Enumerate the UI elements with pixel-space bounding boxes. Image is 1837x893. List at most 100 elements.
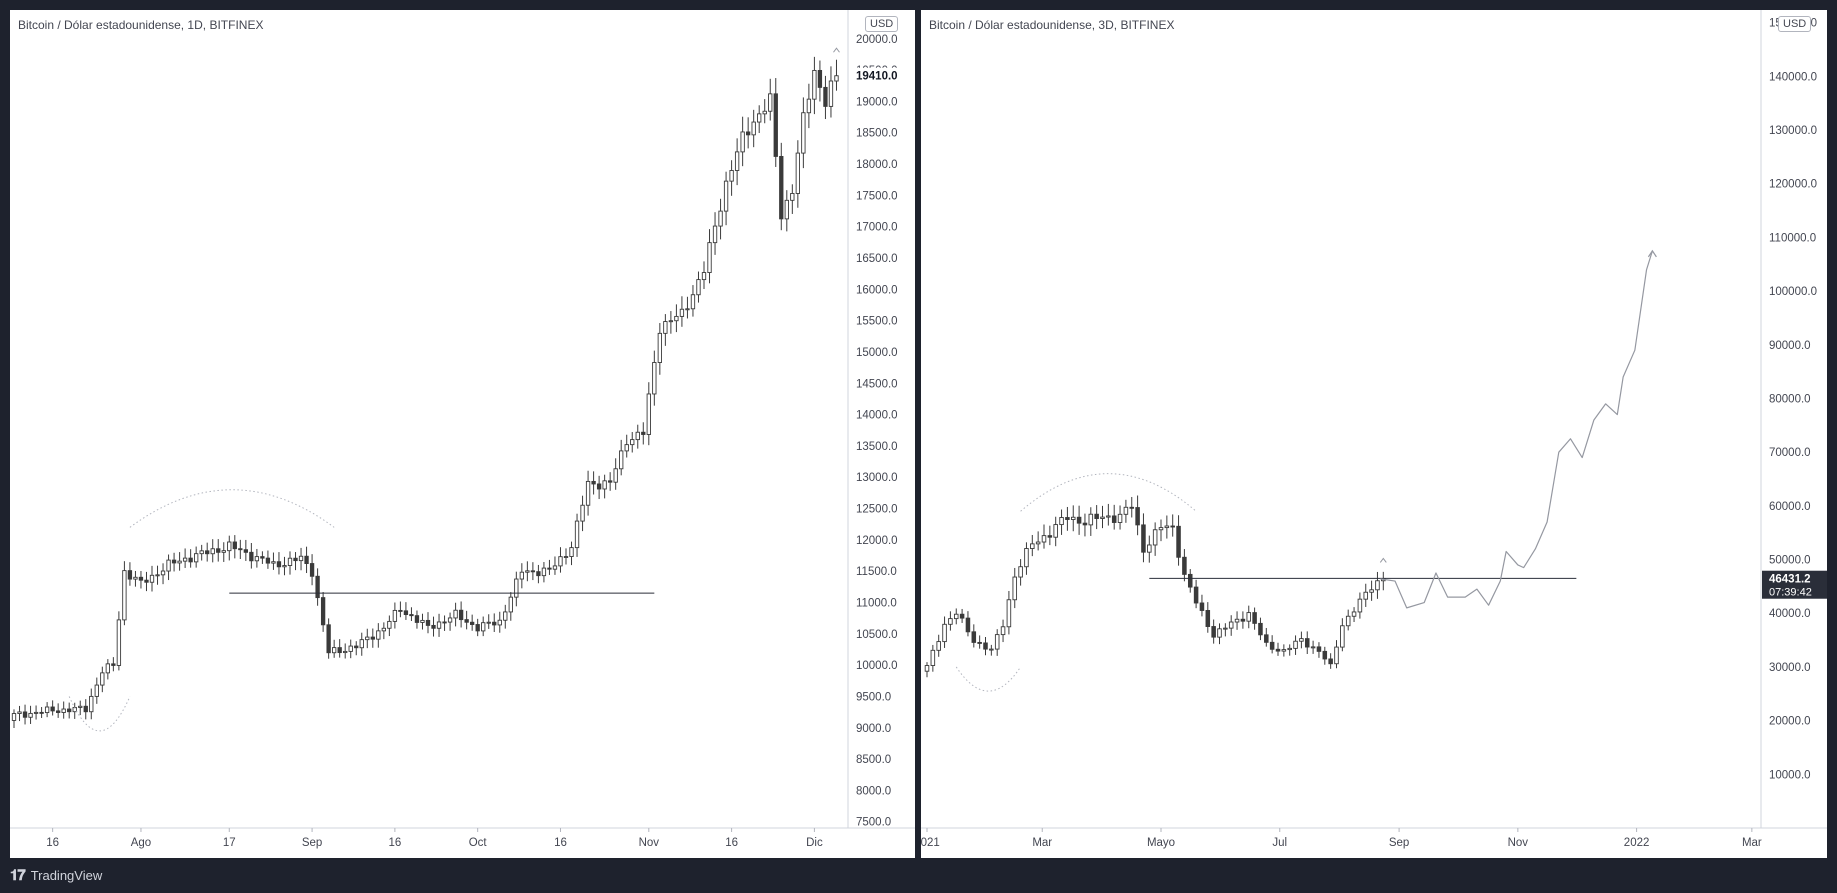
chart3d-candle[interactable] — [983, 636, 988, 656]
candlestick-chart-1d[interactable]: 20000.019500.019000.018500.018000.017500… — [10, 10, 915, 858]
chart1d-candle[interactable] — [138, 570, 144, 589]
chart3d-candle[interactable] — [1269, 635, 1275, 654]
chart3d-candle[interactable] — [1111, 504, 1117, 530]
chart1d-candle[interactable] — [508, 592, 513, 621]
chart1d-candle[interactable] — [155, 565, 160, 585]
chart1d-candle[interactable] — [701, 261, 707, 289]
chart3d-candle[interactable] — [1018, 559, 1023, 586]
chart1d-candle[interactable] — [216, 539, 221, 562]
chart3d-candle[interactable] — [1129, 496, 1135, 518]
chart1d-candle[interactable] — [171, 552, 177, 572]
chart3d-candle[interactable] — [1035, 531, 1041, 551]
chart1d-candle[interactable] — [376, 623, 381, 648]
chart1d-candle[interactable] — [757, 105, 762, 134]
chart1d-candle[interactable] — [205, 542, 210, 562]
chart1d-candle[interactable] — [580, 495, 585, 532]
chart1d-candle[interactable] — [729, 160, 734, 196]
chart1d-candle[interactable] — [635, 424, 640, 449]
chart1d-candle[interactable] — [320, 592, 326, 632]
chart1d-candle[interactable] — [646, 382, 651, 446]
chart1d-candle[interactable] — [801, 97, 806, 169]
chart3d-candle[interactable] — [1106, 503, 1111, 526]
chart3d-candle[interactable] — [994, 629, 1000, 656]
chart1d-candle[interactable] — [779, 142, 784, 231]
chart3d-candle[interactable] — [1340, 618, 1345, 652]
chart1d-candle[interactable] — [530, 562, 536, 581]
chart1d-candle[interactable] — [50, 700, 55, 716]
chart1d-candle[interactable] — [315, 568, 320, 606]
chart3d-candle[interactable] — [1287, 644, 1292, 656]
chart1d-candle[interactable] — [812, 56, 817, 115]
chart1d-candle[interactable] — [55, 703, 61, 718]
chart3d-candle[interactable] — [948, 611, 953, 631]
chart3d-candle[interactable] — [1228, 615, 1234, 636]
chart1d-candle[interactable] — [271, 552, 276, 570]
chart1d-candle[interactable] — [745, 117, 751, 149]
chart1d-candle[interactable] — [177, 552, 182, 571]
chart1d-candle[interactable] — [343, 643, 348, 659]
chart3d-candle[interactable] — [1164, 515, 1170, 539]
chart1d-candle[interactable] — [298, 547, 304, 571]
candlestick-chart-3d[interactable]: 150000.0140000.0130000.0120000.0110000.0… — [921, 10, 1827, 858]
chart1d-candle[interactable] — [790, 184, 795, 214]
chart3d-candle[interactable] — [1047, 525, 1053, 546]
chart1d-candle[interactable] — [784, 190, 789, 232]
chart3d-candle[interactable] — [977, 635, 982, 649]
chart1d-candle[interactable] — [536, 564, 541, 584]
chart1d-candle[interactable] — [116, 611, 122, 671]
chart1d-candle[interactable] — [238, 539, 243, 559]
chart1d-candle[interactable] — [469, 614, 475, 631]
chart1d-candle[interactable] — [442, 615, 447, 631]
chart1d-candle[interactable] — [67, 702, 72, 719]
chart1d-candle[interactable] — [89, 688, 94, 720]
chart1d-candle[interactable] — [569, 541, 574, 566]
chart3d-candle[interactable] — [1357, 592, 1363, 619]
chart3d-candle[interactable] — [1234, 611, 1240, 630]
chart3d-candle[interactable] — [1217, 623, 1222, 645]
chart3d-candle[interactable] — [1304, 631, 1310, 654]
chart1d-candle[interactable] — [679, 296, 685, 327]
chart3d-candle[interactable] — [1351, 607, 1357, 622]
chart3d-candle[interactable] — [1211, 619, 1216, 644]
chart1d-candle[interactable] — [276, 552, 282, 575]
chart1d-candle[interactable] — [834, 59, 839, 91]
chart1d-candle[interactable] — [436, 613, 442, 637]
chart1d-candle[interactable] — [630, 432, 635, 453]
chart1d-candle[interactable] — [337, 639, 342, 658]
chart1d-candle[interactable] — [414, 610, 420, 629]
chart3d-candle[interactable] — [1065, 506, 1070, 531]
chart3d-candle[interactable] — [1264, 627, 1269, 647]
chart3d-candle[interactable] — [1187, 569, 1193, 593]
chart1d-candle[interactable] — [44, 702, 50, 718]
chart1d-candle[interactable] — [563, 548, 569, 565]
chart1d-candle[interactable] — [287, 551, 293, 575]
chart1d-candle[interactable] — [182, 548, 188, 568]
currency-badge-3d[interactable]: USD — [1778, 16, 1812, 32]
chart1d-candle[interactable] — [574, 513, 580, 557]
chart3d-candle[interactable] — [1041, 524, 1047, 549]
chart1d-candle[interactable] — [547, 559, 552, 575]
chart1d-candle[interactable] — [596, 475, 602, 500]
chart1d-candle[interactable] — [227, 535, 232, 561]
chart1d-candle[interactable] — [387, 615, 392, 637]
chart1d-candle[interactable] — [309, 554, 315, 586]
chart1d-candle[interactable] — [425, 612, 431, 634]
chart3d-candle[interactable] — [1281, 644, 1287, 657]
chart1d-candle[interactable] — [133, 570, 138, 587]
chart1d-candle[interactable] — [260, 551, 265, 564]
chart3d-candle[interactable] — [1117, 505, 1123, 530]
chart1d-candle[interactable] — [166, 554, 171, 581]
chart1d-candle[interactable] — [817, 60, 823, 102]
chart1d-candle[interactable] — [326, 618, 331, 659]
chart1d-dotted-arc[interactable] — [68, 696, 131, 732]
chart1d-candle[interactable] — [392, 602, 398, 629]
chart1d-candle[interactable] — [674, 304, 679, 333]
chart1d-candle[interactable] — [365, 628, 370, 649]
chart3d-candle[interactable] — [1170, 514, 1175, 537]
chart1d-candle[interactable] — [221, 542, 226, 562]
chart1d-candle[interactable] — [304, 546, 309, 574]
chart1d-candle[interactable] — [105, 659, 111, 680]
chart1d-candle[interactable] — [199, 544, 204, 561]
chart-panel-1d[interactable]: 20000.019500.019000.018500.018000.017500… — [10, 10, 915, 858]
chart1d-candle[interactable] — [734, 138, 740, 186]
